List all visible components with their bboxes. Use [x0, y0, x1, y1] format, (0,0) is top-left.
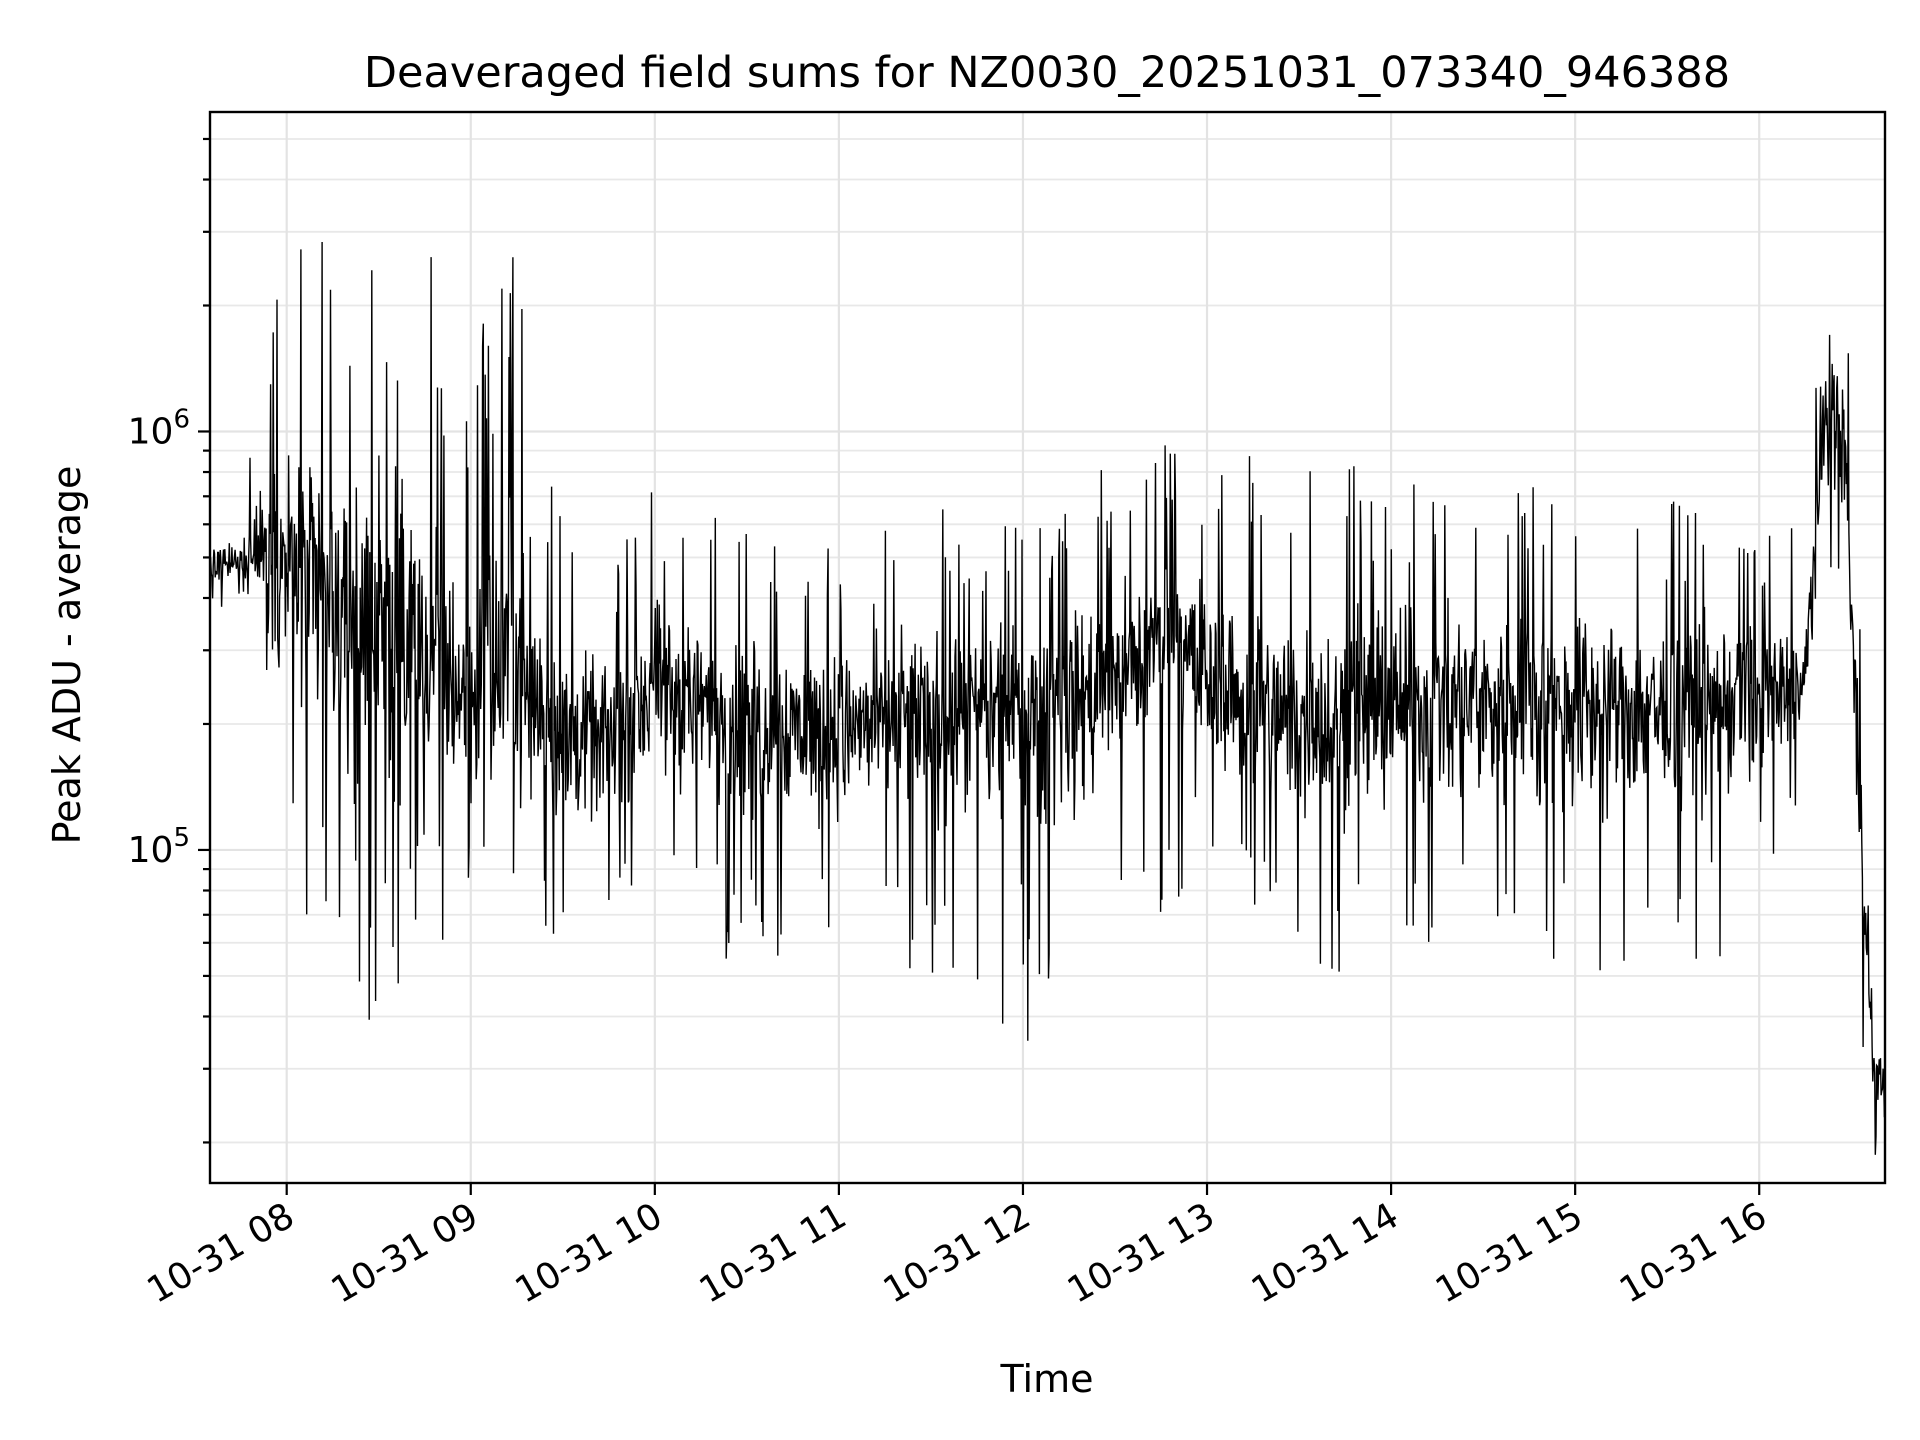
x-tick-label: 10-31 13 [1061, 1195, 1222, 1311]
x-tick-label: 10-31 16 [1613, 1195, 1774, 1311]
y-axis: 105 106 [128, 137, 210, 1144]
x-tick-label: 10-31 14 [1245, 1195, 1406, 1311]
x-axis: 10-31 08 10-31 09 10-31 10 10-31 11 10-31 12… [141, 1183, 1774, 1312]
y-axis-label: Peak ADU - average [45, 466, 89, 845]
grid [210, 112, 1885, 1183]
series-line-group [209, 241, 1886, 1155]
x-tick-label: 10-31 09 [325, 1195, 486, 1311]
x-tick-label: 10-31 10 [509, 1195, 670, 1311]
x-tick-label: 10-31 08 [141, 1195, 302, 1311]
x-tick-label: 10-31 15 [1429, 1195, 1590, 1311]
chart-title: Deaveraged field sums for NZ0030_2025103… [364, 48, 1730, 98]
x-tick-label: 10-31 11 [693, 1195, 854, 1311]
series-line [209, 241, 1886, 1155]
y-tick-label: 105 [128, 823, 190, 871]
plot-frame [208, 110, 1887, 1185]
x-axis-label: Time [1000, 1357, 1094, 1401]
y-tick-label: 106 [128, 404, 190, 452]
x-tick-label: 10-31 12 [877, 1195, 1038, 1311]
